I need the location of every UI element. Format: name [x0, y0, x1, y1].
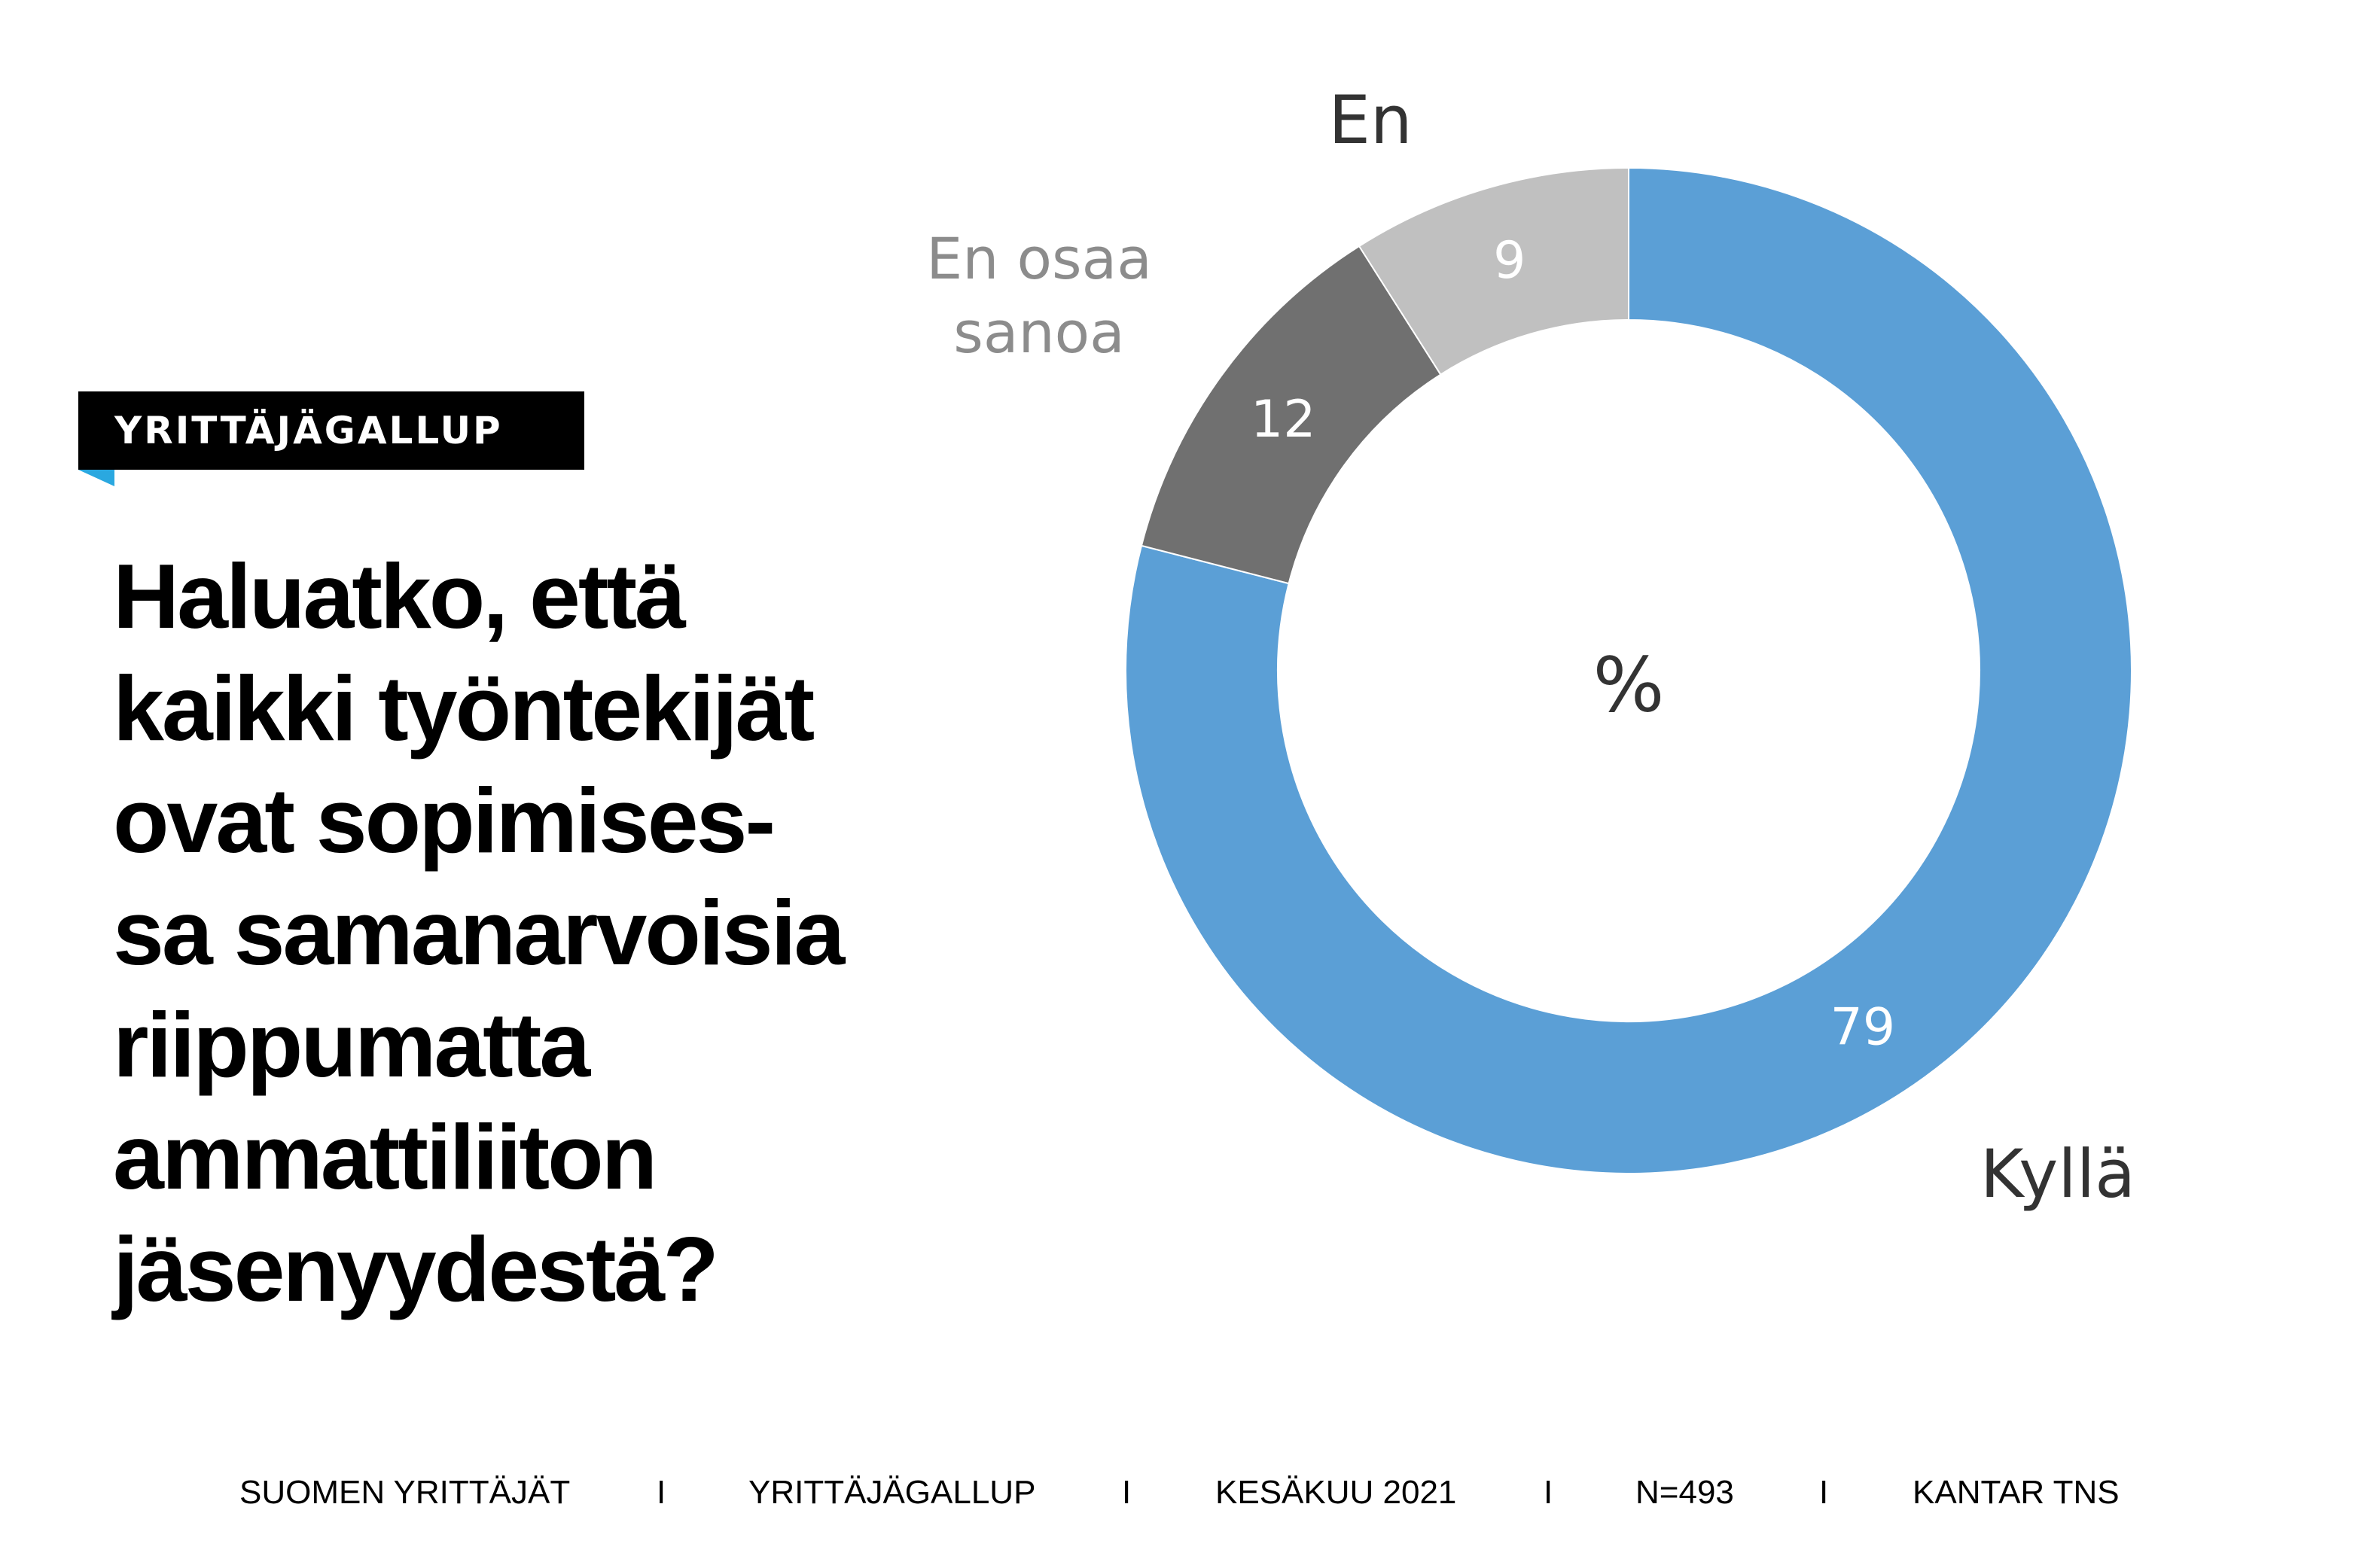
footer-separator: I: [1544, 1474, 1553, 1511]
slice-value-label: 12: [1251, 390, 1316, 449]
slice-value-label: 79: [1830, 998, 1896, 1058]
badge-accent-flag: [78, 470, 114, 486]
donut-chart: % 79 Kyllä 12 En 9 En osaa sanoa: [926, 81, 2135, 1213]
question-line: Haluatko, että: [113, 545, 686, 647]
question-line: kaikki työntekijät: [113, 657, 815, 760]
donut-slice: [1358, 166, 1629, 376]
footer-separator: I: [1819, 1474, 1829, 1511]
footer-pollster: KANTAR TNS: [1913, 1474, 2120, 1511]
question-line: ovat sopimises-: [113, 769, 776, 872]
question-title: Haluatko, että kaikki työntekijät ovat s…: [113, 540, 971, 1326]
footer: SUOMEN YRITTÄJÄT I YRITTÄJÄGALLUP I KESÄ…: [0, 1474, 2353, 1519]
footer-date: KESÄKUU 2021: [1215, 1474, 1457, 1511]
footer-survey: YRITTÄJÄGALLUP: [748, 1474, 1036, 1511]
donut-slice: [1125, 166, 2132, 1174]
question-line: ammattiliiton: [113, 1106, 657, 1208]
footer-separator: I: [657, 1474, 666, 1511]
question-line: riippumatta: [113, 994, 590, 1096]
category-badge: YRITTÄJÄGALLUP: [78, 391, 584, 470]
center-percent-label: %: [1593, 641, 1664, 729]
question-line: sa samanarvoisia: [113, 881, 845, 984]
slice-label-en-osaa-sanoa: En osaa sanoa: [926, 225, 1152, 366]
slice-value-label: 9: [1493, 231, 1525, 291]
footer-source: SUOMEN YRITTÄJÄT: [239, 1474, 571, 1511]
footer-separator: I: [1122, 1474, 1132, 1511]
slice-label-kylla: Kyllä: [1980, 1135, 2135, 1213]
footer-sample-size: N=493: [1635, 1474, 1734, 1511]
slice-label-en: En: [1328, 81, 1412, 159]
question-line: jäsenyydestä?: [113, 1218, 719, 1320]
